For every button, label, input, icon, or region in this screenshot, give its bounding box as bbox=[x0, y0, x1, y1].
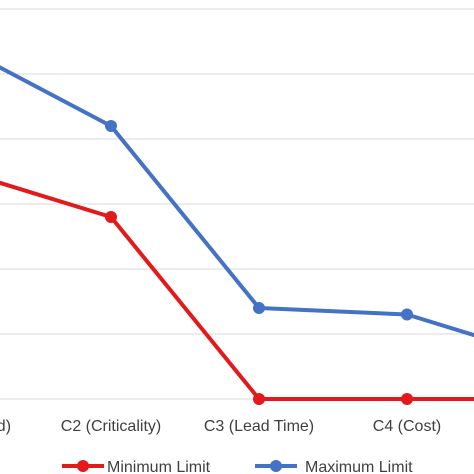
series-1 bbox=[0, 65, 474, 338]
data-point bbox=[401, 393, 413, 405]
legend-label: Maximum Limit bbox=[305, 459, 413, 474]
data-point bbox=[105, 211, 117, 223]
series-line bbox=[0, 180, 474, 401]
x-tick-labels: C1 (Demand) C2 (Criticality) C3 (Lead Time… bbox=[0, 418, 441, 435]
legend-item: Maximum Limit bbox=[255, 459, 413, 474]
legend-swatch-marker bbox=[270, 460, 282, 472]
legend-label: Minimum Limit bbox=[107, 459, 211, 474]
series-layer bbox=[0, 65, 474, 405]
data-point bbox=[253, 302, 265, 314]
legend-item: Minimum Limit bbox=[62, 459, 211, 474]
x-tick-label: C4 (Cost) bbox=[373, 418, 441, 435]
x-tick-label: C2 (Criticality) bbox=[61, 418, 161, 435]
gridlines bbox=[0, 8, 474, 400]
legend-swatch-marker bbox=[77, 460, 89, 472]
legend: Minimum Limit Maximum Limit bbox=[62, 459, 413, 474]
data-point bbox=[401, 308, 413, 321]
series-0 bbox=[0, 180, 474, 405]
x-tick-label: C1 (Demand) bbox=[0, 418, 11, 435]
data-point bbox=[105, 120, 117, 132]
data-point bbox=[253, 393, 265, 405]
x-tick-label: C3 (Lead Time) bbox=[204, 418, 314, 435]
